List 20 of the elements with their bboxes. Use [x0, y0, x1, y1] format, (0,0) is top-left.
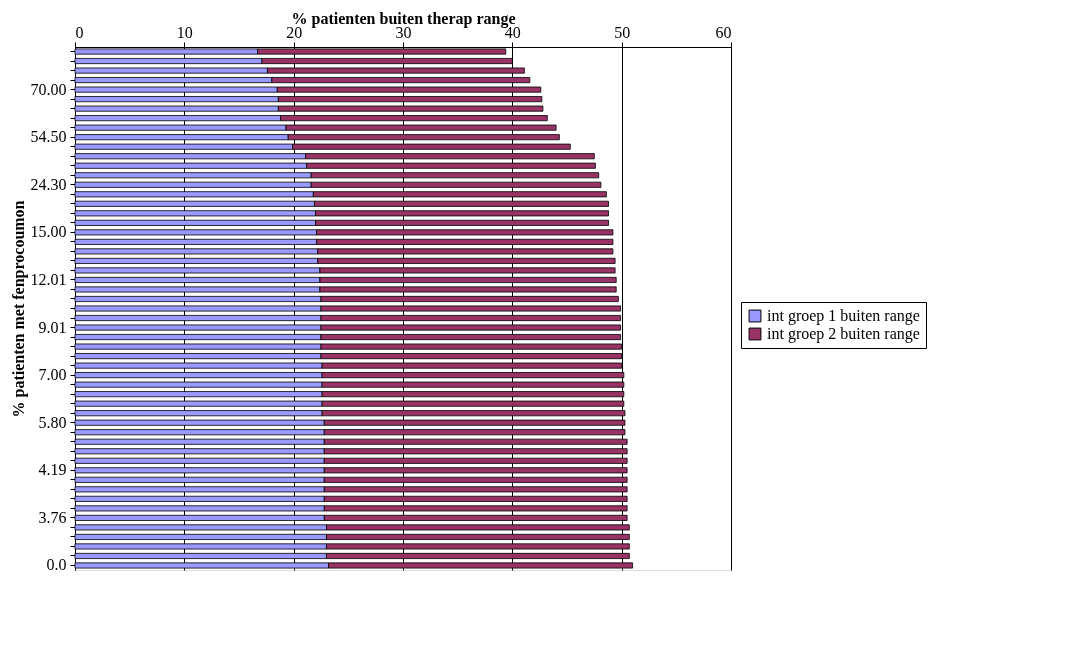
x-tick-label: 10: [176, 23, 193, 41]
legend-label: int groep 1 buiten range: [767, 307, 920, 325]
x-tick-label: 30: [395, 23, 412, 41]
y-tick-label: 70.00: [30, 80, 67, 98]
x-tick-label: 50: [614, 23, 631, 41]
y-tick-label: 15.00: [30, 223, 67, 241]
legend-label: int groep 2 buiten range: [767, 325, 920, 343]
y-tick-label: 5.80: [38, 413, 67, 431]
y-tick-label: 9.01: [38, 318, 67, 336]
x-tick-label: 60: [715, 23, 732, 41]
x-tick-label: 0: [75, 23, 84, 41]
x-tick-label: 20: [286, 23, 303, 41]
y-tick-label: 0.0: [46, 556, 67, 574]
y-tick-label: 7.00: [38, 366, 67, 384]
y-tick-label: 12.01: [30, 270, 67, 288]
y-tick-label: 54.50: [30, 128, 67, 146]
y-tick-label: 3.76: [38, 508, 67, 526]
y-axis-title: % patienten met fenprocoumon: [9, 200, 28, 418]
y-tick-label: 24.30: [30, 175, 67, 193]
y-tick-label: 4.19: [38, 461, 67, 479]
